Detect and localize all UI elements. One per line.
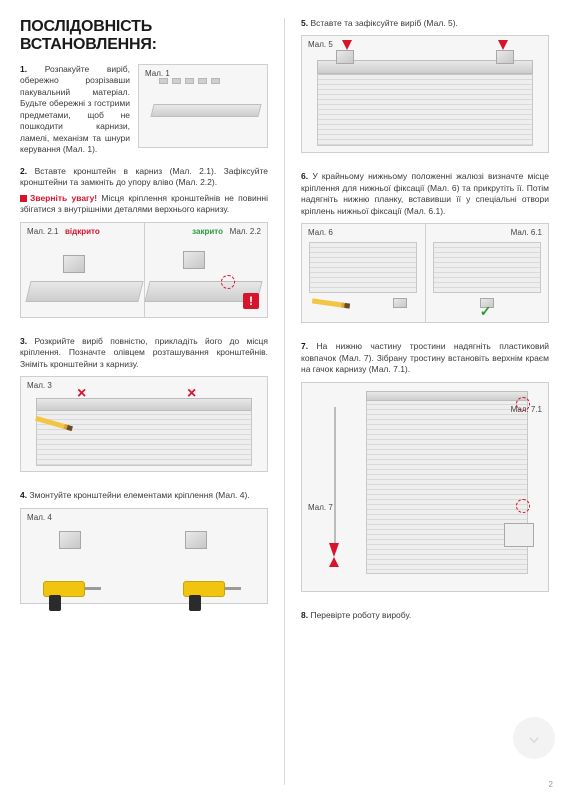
warning-icon [20,195,27,202]
step-2-num: 2. [20,166,27,176]
status-closed-label: закрито [192,227,223,236]
drill-icon-2 [183,575,237,607]
step-7-text: 7. На нижню частину тростини надягніть п… [301,341,549,375]
figure-6-right: Мал. 6.1 ✓ [426,224,549,322]
figure-7-label: Мал. 7 [308,503,333,512]
step-2-warn-label: Зверніть увагу! [30,193,97,203]
step-5: 5. Вставте та зафіксуйте виріб (Мал. 5).… [301,18,549,161]
step-4-body: Змонтуйте кронштейни елементами кріпленн… [29,490,249,500]
step-3: 3. Розкрийте виріб повністю, прикладіть … [20,336,268,480]
page-title: ПОСЛІДОВНІСТЬ ВСТАНОВЛЕННЯ: [20,18,268,54]
blinds-6-icon [309,242,417,293]
hook-detail-icon [504,523,534,547]
page: ПОСЛІДОВНІСТЬ ВСТАНОВЛЕННЯ: 1. Розпакуйт… [0,0,565,799]
figure-2-1: Мал. 2.1 відкрито [21,223,144,317]
step-8-text: 8. Перевірте роботу виробу. [301,610,549,621]
mark-x-icon-2: × [187,387,201,401]
figure-4-label: Мал. 4 [27,513,52,522]
pencil-6-icon [312,299,350,309]
figure-6-1-label: Мал. 6.1 [511,228,542,237]
step-6-num: 6. [301,171,308,181]
step-2-warning: Зверніть увагу! Місця кріплення кронштей… [20,193,268,216]
step-4-num: 4. [20,490,27,500]
step-1-body: Розпакуйте виріб, обережно розрізавши па… [20,64,130,154]
figure-2-2-label: Мал. 2.2 [230,227,261,236]
figure-2: Мал. 2.1 відкрито Мал. 2.2 закрито ! [20,222,268,318]
figure-1: Мал. 1 [138,64,268,148]
step-3-text: 3. Розкрийте виріб повністю, прикладіть … [20,336,268,370]
bracket-4a-icon [59,531,81,549]
arrow-up-icon [329,557,339,567]
step-7: 7. На нижню частину тростини надягніть п… [301,341,549,599]
step-2: 2. Вставте кронштейн в карниз (Мал. 2.1)… [20,166,268,326]
left-column: ПОСЛІДОВНІСТЬ ВСТАНОВЛЕННЯ: 1. Розпакуйт… [20,18,268,785]
wand-cap-icon [329,543,339,557]
wand-icon [334,407,336,543]
step-6-text: 6. У крайньому нижньому положенні жалюзі… [301,171,549,217]
figure-3-label: Мал. 3 [27,381,52,390]
figure-2-2: Мал. 2.2 закрито ! [145,223,268,317]
page-number: 2 [549,780,553,789]
step-3-body: Розкрийте виріб повністю, прикладіть йог… [20,336,268,369]
callout-ring-icon [221,275,235,289]
column-divider [284,18,285,785]
step-8-body: Перевірте роботу виробу. [310,610,411,620]
step-1-num: 1. [20,64,27,74]
step-1-text: 1. Розпакуйте виріб, обережно розрізавши… [20,64,130,156]
rail-2-1-icon [26,281,144,302]
rail-3-icon [36,398,253,411]
figure-6: Мал. 6 Мал. 6.1 ✓ [301,223,549,323]
drill-icon [43,575,97,607]
mark-x-icon: × [77,387,91,401]
bracket-closed-icon [183,251,205,269]
checkmark-icon: ✓ [480,304,494,318]
status-open-label: відкрито [65,227,100,236]
watermark-icon [513,717,555,759]
bracket-4b-icon [185,531,207,549]
blinds-5-icon [317,74,534,146]
step-6-body: У крайньому нижньому положенні жалюзі ви… [301,171,549,215]
step-5-body: Вставте та зафіксуйте виріб (Мал. 5). [310,18,457,28]
step-3-num: 3. [20,336,27,346]
step-5-text: 5. Вставте та зафіксуйте виріб (Мал. 5). [301,18,549,29]
step-7-body: На нижню частину тростини надягніть плас… [301,341,549,374]
figure-4: Мал. 4 [20,508,268,604]
step-7-num: 7. [301,341,308,351]
blinds-6-1-icon [433,242,541,293]
step-2-body: Вставте кронштейн в карниз (Мал. 2.1). З… [20,166,268,187]
step-8-num: 8. [301,610,308,620]
bracket-5b-icon [496,50,514,64]
figure-7: Мал. 7 Мал. 7.1 [301,382,549,592]
figure-6-label: Мал. 6 [308,228,333,237]
arrow-down-icon [342,40,352,50]
callout-ring-7b-icon [516,499,530,513]
step-2-text: 2. Вставте кронштейн в карниз (Мал. 2.1)… [20,166,268,189]
step-6: 6. У крайньому нижньому положенні жалюзі… [301,171,549,331]
figure-6-left: Мал. 6 [302,224,425,322]
rail-7-icon [366,391,528,401]
figure-3: Мал. 3 × × [20,376,268,472]
blinds-icon [36,409,253,465]
arrow-down-icon-2 [498,40,508,50]
headrail-icon [150,104,261,117]
bottom-clip-icon [393,298,407,308]
blinds-7-icon [366,399,528,574]
right-column: 5. Вставте та зафіксуйте виріб (Мал. 5).… [301,18,549,785]
figure-2-1-label: Мал. 2.1 [27,227,58,236]
bracket-open-icon [63,255,85,273]
figure-5-label: Мал. 5 [308,40,333,49]
unpacking-parts-icon [157,76,234,96]
step-4-text: 4. Змонтуйте кронштейни елементами кріпл… [20,490,268,501]
step-5-num: 5. [301,18,308,28]
step-8: 8. Перевірте роботу виробу. [301,610,549,621]
step-4: 4. Змонтуйте кронштейни елементами кріпл… [20,490,268,611]
warning-badge-icon: ! [243,293,259,309]
figure-5: Мал. 5 [301,35,549,153]
bracket-5a-icon [336,50,354,64]
step-1: 1. Розпакуйте виріб, обережно розрізавши… [20,64,268,156]
callout-ring-7a-icon [516,397,530,411]
